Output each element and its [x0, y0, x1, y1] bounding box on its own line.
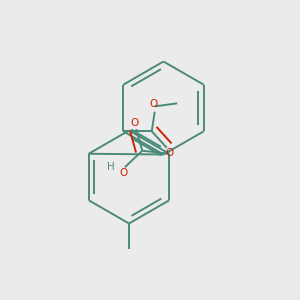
Text: O: O	[149, 99, 158, 109]
Text: O: O	[165, 148, 173, 158]
Text: O: O	[119, 168, 128, 178]
Text: H: H	[107, 162, 115, 172]
Text: O: O	[130, 118, 139, 128]
